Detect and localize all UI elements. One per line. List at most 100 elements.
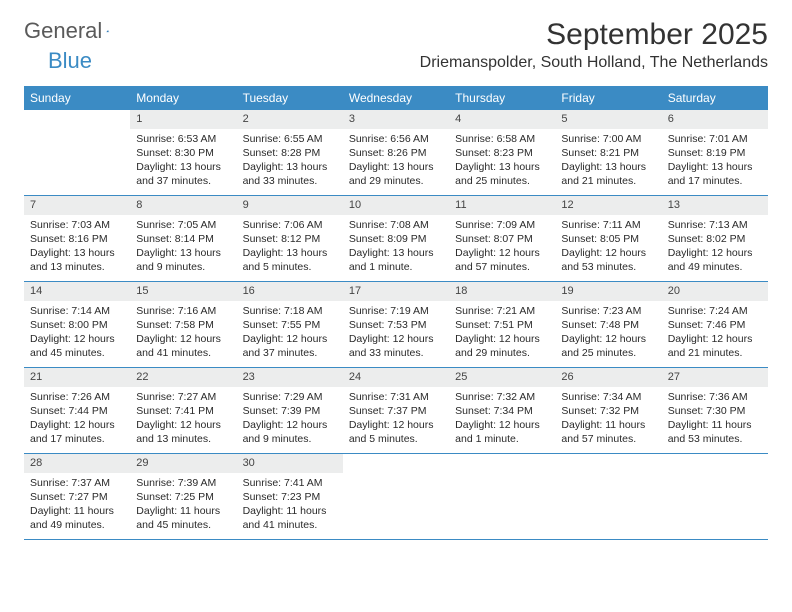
dayname-monday: Monday	[130, 86, 236, 110]
day-cell: 25Sunrise: 7:32 AMSunset: 7:34 PMDayligh…	[449, 368, 555, 453]
sunset-text: Sunset: 7:34 PM	[455, 404, 549, 418]
dayname-saturday: Saturday	[662, 86, 768, 110]
day-body: Sunrise: 7:11 AMSunset: 8:05 PMDaylight:…	[555, 215, 661, 281]
daylight-text: Daylight: 12 hours and 25 minutes.	[561, 332, 655, 360]
day-body: Sunrise: 7:19 AMSunset: 7:53 PMDaylight:…	[343, 301, 449, 367]
daylight-text: Daylight: 11 hours and 49 minutes.	[30, 504, 124, 532]
day-body	[662, 458, 768, 467]
day-number: 12	[555, 196, 661, 215]
day-cell: 28Sunrise: 7:37 AMSunset: 7:27 PMDayligh…	[24, 454, 130, 539]
sunset-text: Sunset: 7:30 PM	[668, 404, 762, 418]
day-number: 22	[130, 368, 236, 387]
sunset-text: Sunset: 8:09 PM	[349, 232, 443, 246]
day-number: 20	[662, 282, 768, 301]
daylight-text: Daylight: 13 hours and 17 minutes.	[668, 160, 762, 188]
day-body: Sunrise: 7:26 AMSunset: 7:44 PMDaylight:…	[24, 387, 130, 453]
daylight-text: Daylight: 12 hours and 13 minutes.	[136, 418, 230, 446]
day-body: Sunrise: 7:09 AMSunset: 8:07 PMDaylight:…	[449, 215, 555, 281]
day-body: Sunrise: 7:27 AMSunset: 7:41 PMDaylight:…	[130, 387, 236, 453]
day-cell: 7Sunrise: 7:03 AMSunset: 8:16 PMDaylight…	[24, 196, 130, 281]
day-cell: 4Sunrise: 6:58 AMSunset: 8:23 PMDaylight…	[449, 110, 555, 195]
sunrise-text: Sunrise: 7:18 AM	[243, 304, 337, 318]
day-cell	[555, 454, 661, 539]
sunset-text: Sunset: 7:41 PM	[136, 404, 230, 418]
sunrise-text: Sunrise: 7:24 AM	[668, 304, 762, 318]
week-row: 1Sunrise: 6:53 AMSunset: 8:30 PMDaylight…	[24, 110, 768, 196]
day-number: 23	[237, 368, 343, 387]
dayname-wednesday: Wednesday	[343, 86, 449, 110]
day-number: 28	[24, 454, 130, 473]
day-body: Sunrise: 6:55 AMSunset: 8:28 PMDaylight:…	[237, 129, 343, 195]
daylight-text: Daylight: 11 hours and 45 minutes.	[136, 504, 230, 532]
day-number: 27	[662, 368, 768, 387]
sunset-text: Sunset: 7:39 PM	[243, 404, 337, 418]
sunrise-text: Sunrise: 6:58 AM	[455, 132, 549, 146]
day-body: Sunrise: 7:24 AMSunset: 7:46 PMDaylight:…	[662, 301, 768, 367]
sunset-text: Sunset: 7:46 PM	[668, 318, 762, 332]
day-body: Sunrise: 6:56 AMSunset: 8:26 PMDaylight:…	[343, 129, 449, 195]
daylight-text: Daylight: 13 hours and 21 minutes.	[561, 160, 655, 188]
daylight-text: Daylight: 13 hours and 25 minutes.	[455, 160, 549, 188]
day-cell: 11Sunrise: 7:09 AMSunset: 8:07 PMDayligh…	[449, 196, 555, 281]
day-cell	[24, 110, 130, 195]
sunset-text: Sunset: 8:26 PM	[349, 146, 443, 160]
day-cell: 13Sunrise: 7:13 AMSunset: 8:02 PMDayligh…	[662, 196, 768, 281]
day-number: 2	[237, 110, 343, 129]
day-number: 26	[555, 368, 661, 387]
sunrise-text: Sunrise: 7:03 AM	[30, 218, 124, 232]
day-number: 30	[237, 454, 343, 473]
day-body: Sunrise: 7:34 AMSunset: 7:32 PMDaylight:…	[555, 387, 661, 453]
week-row: 14Sunrise: 7:14 AMSunset: 8:00 PMDayligh…	[24, 282, 768, 368]
daylight-text: Daylight: 12 hours and 5 minutes.	[349, 418, 443, 446]
day-body	[449, 458, 555, 467]
day-cell: 15Sunrise: 7:16 AMSunset: 7:58 PMDayligh…	[130, 282, 236, 367]
sunset-text: Sunset: 7:25 PM	[136, 490, 230, 504]
day-body: Sunrise: 7:29 AMSunset: 7:39 PMDaylight:…	[237, 387, 343, 453]
day-number: 8	[130, 196, 236, 215]
daylight-text: Daylight: 12 hours and 53 minutes.	[561, 246, 655, 274]
day-number: 7	[24, 196, 130, 215]
sunrise-text: Sunrise: 7:27 AM	[136, 390, 230, 404]
daylight-text: Daylight: 11 hours and 41 minutes.	[243, 504, 337, 532]
day-cell	[343, 454, 449, 539]
day-body: Sunrise: 7:21 AMSunset: 7:51 PMDaylight:…	[449, 301, 555, 367]
daylight-text: Daylight: 12 hours and 9 minutes.	[243, 418, 337, 446]
sunset-text: Sunset: 8:07 PM	[455, 232, 549, 246]
sunrise-text: Sunrise: 7:26 AM	[30, 390, 124, 404]
sunrise-text: Sunrise: 7:37 AM	[30, 476, 124, 490]
day-body: Sunrise: 7:14 AMSunset: 8:00 PMDaylight:…	[24, 301, 130, 367]
calendar: Sunday Monday Tuesday Wednesday Thursday…	[24, 86, 768, 540]
day-cell: 12Sunrise: 7:11 AMSunset: 8:05 PMDayligh…	[555, 196, 661, 281]
day-cell	[662, 454, 768, 539]
day-cell: 17Sunrise: 7:19 AMSunset: 7:53 PMDayligh…	[343, 282, 449, 367]
logo-text-2: Blue	[48, 48, 92, 74]
day-body: Sunrise: 7:00 AMSunset: 8:21 PMDaylight:…	[555, 129, 661, 195]
sunrise-text: Sunrise: 7:09 AM	[455, 218, 549, 232]
title-block: September 2025 Driemanspolder, South Hol…	[420, 18, 768, 72]
day-number: 16	[237, 282, 343, 301]
day-number: 1	[130, 110, 236, 129]
day-body: Sunrise: 7:41 AMSunset: 7:23 PMDaylight:…	[237, 473, 343, 539]
day-body: Sunrise: 7:06 AMSunset: 8:12 PMDaylight:…	[237, 215, 343, 281]
sunset-text: Sunset: 7:55 PM	[243, 318, 337, 332]
daylight-text: Daylight: 12 hours and 45 minutes.	[30, 332, 124, 360]
daylight-text: Daylight: 13 hours and 1 minute.	[349, 246, 443, 274]
sunrise-text: Sunrise: 7:01 AM	[668, 132, 762, 146]
daylight-text: Daylight: 11 hours and 53 minutes.	[668, 418, 762, 446]
day-number: 9	[237, 196, 343, 215]
sunrise-text: Sunrise: 6:56 AM	[349, 132, 443, 146]
day-cell: 6Sunrise: 7:01 AMSunset: 8:19 PMDaylight…	[662, 110, 768, 195]
sunset-text: Sunset: 7:44 PM	[30, 404, 124, 418]
logo: General	[24, 18, 128, 44]
sunrise-text: Sunrise: 7:32 AM	[455, 390, 549, 404]
daylight-text: Daylight: 13 hours and 9 minutes.	[136, 246, 230, 274]
sunrise-text: Sunrise: 7:05 AM	[136, 218, 230, 232]
day-cell: 26Sunrise: 7:34 AMSunset: 7:32 PMDayligh…	[555, 368, 661, 453]
month-title: September 2025	[420, 18, 768, 52]
day-body: Sunrise: 7:37 AMSunset: 7:27 PMDaylight:…	[24, 473, 130, 539]
day-number: 25	[449, 368, 555, 387]
dayname-row: Sunday Monday Tuesday Wednesday Thursday…	[24, 86, 768, 110]
sunrise-text: Sunrise: 6:55 AM	[243, 132, 337, 146]
sunrise-text: Sunrise: 7:41 AM	[243, 476, 337, 490]
sunset-text: Sunset: 7:51 PM	[455, 318, 549, 332]
